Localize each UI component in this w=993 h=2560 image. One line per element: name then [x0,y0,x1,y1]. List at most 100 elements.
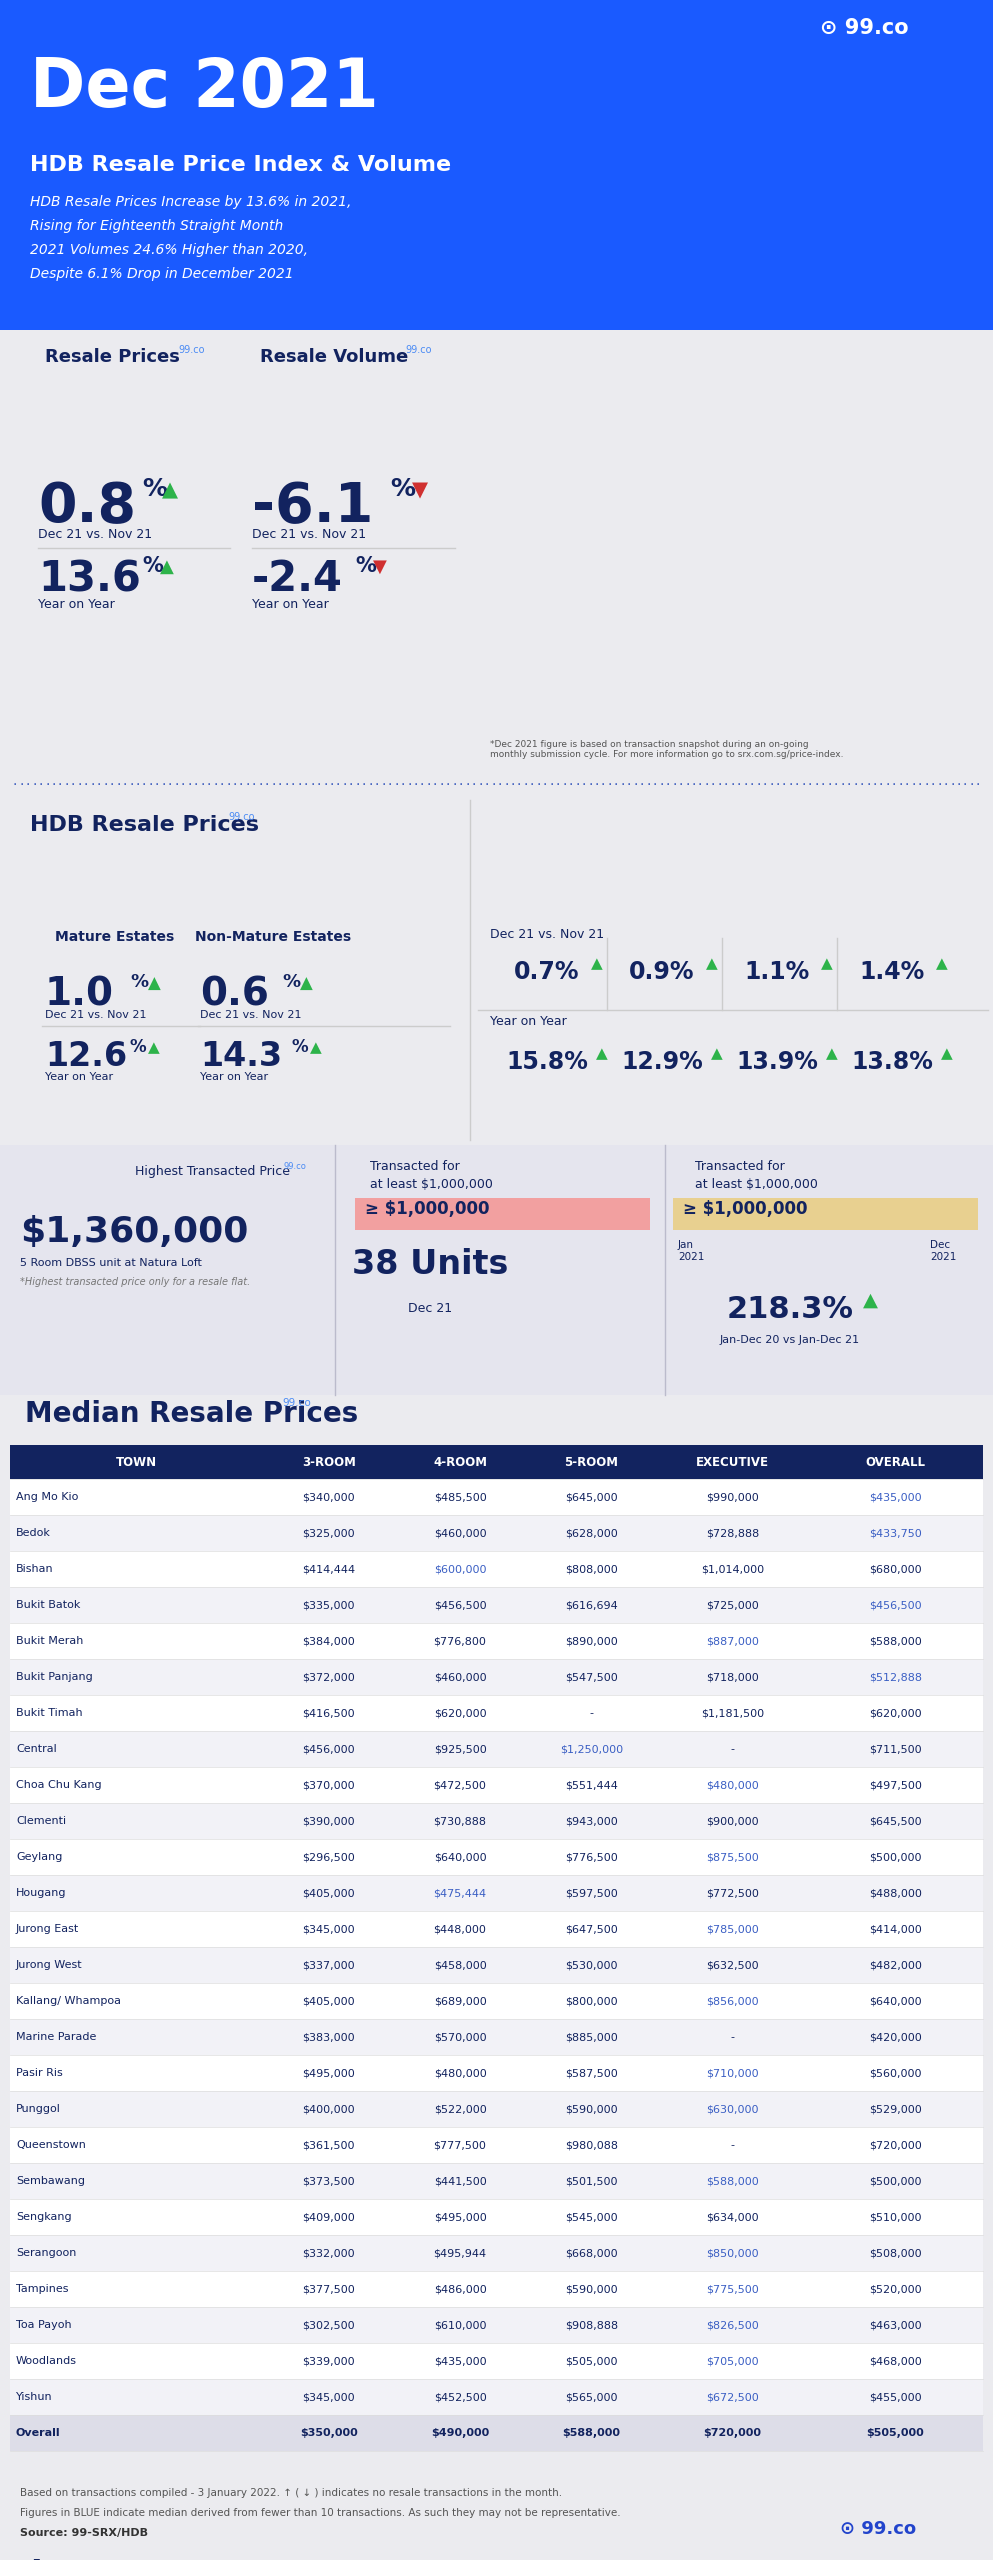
Text: $808,000: $808,000 [565,1564,618,1574]
Text: ·: · [924,778,928,791]
Text: 0.8: 0.8 [38,481,136,535]
Text: 38 Units: 38 Units [352,1247,508,1280]
Text: ·: · [368,778,372,791]
Text: $545,000: $545,000 [565,2212,618,2222]
Text: $384,000: $384,000 [302,1636,355,1646]
Text: ·: · [950,778,954,791]
Text: ·: · [886,778,890,791]
Text: $510,000: $510,000 [869,2212,922,2222]
Text: Bedok: Bedok [16,1528,51,1539]
Text: $490,000: $490,000 [431,2427,490,2437]
Text: ·: · [814,778,818,791]
Text: ·: · [492,778,496,791]
Text: $405,000: $405,000 [302,1997,355,2007]
Text: ·: · [232,778,237,791]
Circle shape [841,847,909,914]
Text: *Highest transacted price only for a resale flat.: *Highest transacted price only for a res… [20,1277,250,1288]
Text: $776,500: $776,500 [565,1851,618,1861]
Text: 🏢: 🏢 [304,407,326,443]
Text: ·: · [634,778,638,791]
Text: ·: · [317,778,321,791]
Text: 15.8%: 15.8% [506,1050,588,1075]
Text: ·: · [510,778,514,791]
Text: ·: · [32,778,37,791]
Text: $455,000: $455,000 [869,2391,922,2401]
Text: ⊙ 99.co: ⊙ 99.co [840,2519,917,2537]
Text: $435,000: $435,000 [869,1492,922,1503]
Text: ·: · [543,778,547,791]
Text: $405,000: $405,000 [302,1889,355,1897]
Text: $710,000: $710,000 [706,2068,759,2079]
Text: 99.co: 99.co [283,1162,306,1170]
Text: ·: · [685,778,689,791]
Text: ·: · [175,778,179,791]
Text: ·: · [245,778,250,791]
Text: ·: · [879,778,884,791]
Text: $302,500: $302,500 [302,2319,355,2330]
Text: ·: · [659,778,663,791]
Text: ·: · [466,778,470,791]
Text: ·: · [265,778,269,791]
Text: -: - [731,1743,735,1754]
Text: Geylang: Geylang [16,1851,63,1861]
Text: Year on Year: Year on Year [38,599,115,612]
Text: ·: · [899,778,903,791]
Text: Serangoon: Serangoon [16,2248,76,2258]
Text: ·: · [621,778,625,791]
Text: Year on Year: Year on Year [252,599,329,612]
Bar [496,430,521,727]
Text: $908,888: $908,888 [565,2319,618,2330]
Text: ·: · [13,778,17,791]
Text: ·: · [122,778,127,791]
Text: ·: · [374,778,379,791]
Text: Sembawang: Sembawang [16,2176,85,2186]
Text: ·: · [194,778,198,791]
Text: $630,000: $630,000 [706,2104,759,2115]
Circle shape [59,389,131,461]
Text: ·: · [730,778,735,791]
Text: $610,000: $610,000 [434,2319,487,2330]
Text: ·: · [665,778,670,791]
Text: $325,000: $325,000 [302,1528,355,1539]
Text: $645,000: $645,000 [565,1492,618,1503]
Text: Choa Chu Kang: Choa Chu Kang [16,1779,101,1789]
Text: $497,500: $497,500 [869,1779,922,1789]
Text: 218.3%: 218.3% [727,1295,854,1324]
Text: Jan-Dec 20 vs Jan-Dec 21: Jan-Dec 20 vs Jan-Dec 21 [720,1334,860,1344]
Text: ·: · [969,778,974,791]
Text: ·: · [781,778,786,791]
Text: ·: · [162,778,166,791]
Text: ·: · [446,778,450,791]
Text: $530,000: $530,000 [565,1961,618,1971]
Text: ·: · [866,778,871,791]
Circle shape [496,847,564,914]
Text: ·: · [652,778,657,791]
Text: $547,500: $547,500 [565,1672,618,1682]
Text: Punggol: Punggol [16,2104,61,2115]
Text: Index Base: 2009 Jan: Index Base: 2009 Jan [481,305,575,315]
Text: ·: · [361,778,366,791]
Bar [949,433,973,727]
Text: $705,000: $705,000 [706,2355,759,2365]
Text: Resale Prices: Resale Prices [45,348,180,366]
Text: $448,000: $448,000 [434,1925,487,1933]
Text: -: - [731,2140,735,2150]
Text: Resale Volume: Resale Volume [260,348,408,366]
Text: ·: · [71,778,75,791]
Text: %: % [142,556,163,576]
Text: Rising for Eighteenth Straight Month: Rising for Eighteenth Straight Month [30,220,283,233]
Text: ·: · [930,778,935,791]
Text: Marine Parade: Marine Parade [16,2033,96,2043]
Text: $460,000: $460,000 [434,1672,487,1682]
Text: %: % [390,476,415,502]
Text: ·: · [109,778,114,791]
Text: ·: · [788,778,792,791]
Text: $645,500: $645,500 [869,1815,922,1825]
Text: ·: · [601,778,606,791]
Bar [836,448,860,727]
Text: ·: · [52,778,56,791]
Text: ·: · [19,778,24,791]
Text: $570,000: $570,000 [434,2033,487,2043]
Text: $505,000: $505,000 [867,2427,924,2437]
Text: $680,000: $680,000 [869,1564,922,1574]
